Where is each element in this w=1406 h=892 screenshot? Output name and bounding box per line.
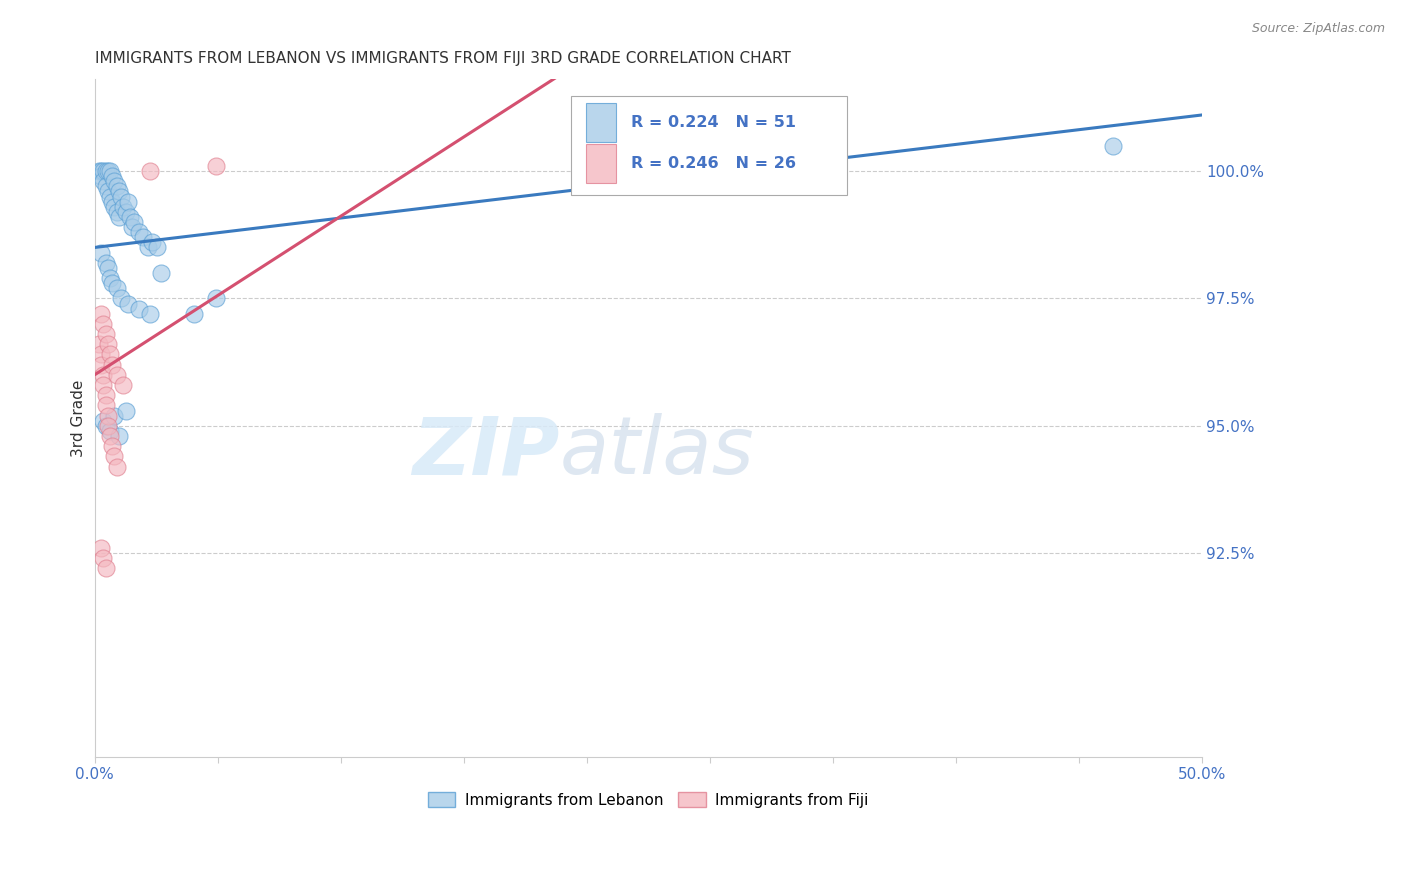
Text: Source: ZipAtlas.com: Source: ZipAtlas.com [1251,22,1385,36]
Point [105,368,128,382]
Text: ZIP: ZIP [412,413,560,491]
Point [103,450,125,464]
Point [97,337,120,351]
Point [90,245,112,260]
Point [101,169,124,183]
Point [93,551,115,566]
Point [132,230,155,244]
Point [108,185,131,199]
Point [128,301,150,316]
Point [150,266,173,280]
Point [145,240,167,254]
Point [97,409,120,423]
Point [98,429,121,443]
Point [94,179,117,194]
Point [105,204,128,219]
Point [97,164,120,178]
Point [105,459,128,474]
Point [114,403,136,417]
Point [136,240,159,254]
FancyBboxPatch shape [586,144,616,183]
Point [98,189,121,203]
Point [93,414,115,428]
Point [87,337,110,351]
Point [141,235,163,250]
Point [114,204,136,219]
Point [93,368,115,382]
Point [103,409,125,423]
Legend: Immigrants from Lebanon, Immigrants from Fiji: Immigrants from Lebanon, Immigrants from… [422,786,875,814]
Point [93,164,115,178]
Point [112,200,135,214]
Point [90,347,112,361]
Point [139,307,162,321]
Point [87,164,110,178]
Point [105,281,128,295]
Point [98,164,121,178]
Point [124,215,146,229]
Point [94,388,117,402]
FancyBboxPatch shape [586,103,616,142]
Text: R = 0.246   N = 26: R = 0.246 N = 26 [631,156,796,171]
Point [110,292,132,306]
Point [101,194,124,209]
Point [183,307,205,321]
Point [1102,138,1125,153]
Point [94,164,117,178]
Point [103,200,125,214]
Point [98,271,121,285]
Point [101,358,124,372]
Point [97,260,120,275]
Text: IMMIGRANTS FROM LEBANON VS IMMIGRANTS FROM FIJI 3RD GRADE CORRELATION CHART: IMMIGRANTS FROM LEBANON VS IMMIGRANTS FR… [94,51,790,66]
Point [94,327,117,342]
Point [94,418,117,433]
Point [205,292,228,306]
Point [121,220,143,235]
Point [94,256,117,270]
Point [94,398,117,412]
Point [110,189,132,203]
FancyBboxPatch shape [571,96,848,194]
Text: atlas: atlas [560,413,754,491]
Point [97,185,120,199]
Point [93,317,115,331]
Y-axis label: 3rd Grade: 3rd Grade [72,379,86,457]
Point [90,307,112,321]
Point [98,347,121,361]
Point [108,210,131,224]
Point [105,179,128,194]
Point [98,424,121,438]
Point [90,541,112,555]
Point [128,225,150,239]
Point [108,429,131,443]
Point [90,164,112,178]
Point [93,378,115,392]
Point [90,358,112,372]
Point [101,276,124,290]
Point [112,378,135,392]
Point [97,418,120,433]
Point [103,174,125,188]
Point [90,169,112,183]
Point [117,296,139,310]
Point [139,164,162,178]
Point [93,174,115,188]
Text: R = 0.224   N = 51: R = 0.224 N = 51 [631,115,796,129]
Point [205,159,228,173]
Point [117,194,139,209]
Point [94,561,117,575]
Point [118,210,141,224]
Point [101,439,124,453]
